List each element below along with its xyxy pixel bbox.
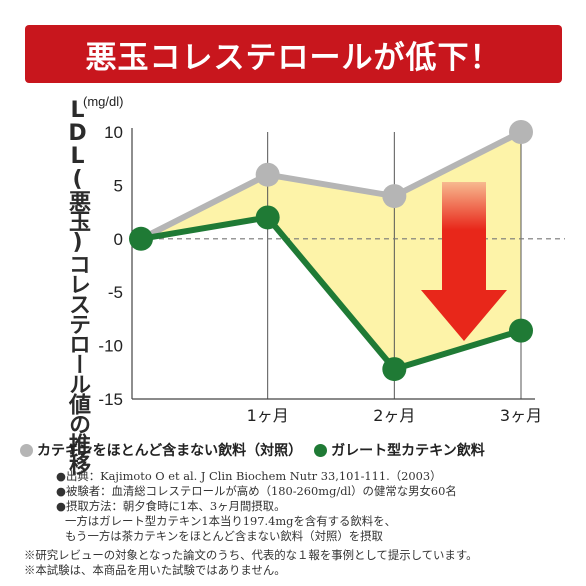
series-line-treatment xyxy=(140,214,522,373)
legend-label-control: カテキンをほとんど含まない飲料（対照） xyxy=(37,443,303,459)
footnote-review: ※研究レビューの対象となった論文のうち、代表的な１報を事例として提示しています。 xyxy=(24,548,478,562)
legend-item-treatment: ガレート型カテキン飲料 xyxy=(314,440,485,460)
y-tick-label: -10 xyxy=(98,337,123,356)
data-point-control xyxy=(382,184,407,209)
x-tick-label: 2ヶ月 xyxy=(373,406,415,425)
data-point-control xyxy=(509,120,533,144)
chart-legend: カテキンをほとんど含まない飲料（対照） ガレート型カテキン飲料 xyxy=(20,440,580,460)
note-method-detail-1: 一方はガレート型カテキン1本当り197.4mgを含有する飲料を、 xyxy=(65,514,396,528)
footnote-disclaimer: ※本試験は、本商品を用いた試験ではありません。 xyxy=(24,563,286,577)
data-point-treatment xyxy=(129,226,153,251)
y-tick-label: 0 xyxy=(114,230,123,249)
y-axis-title: LDL(悪玉)コレステロール値の推移 xyxy=(65,98,90,473)
y-tick-label: 10 xyxy=(104,123,123,142)
headline-banner: 悪玉コレステロールが低下！ xyxy=(25,25,562,83)
series-line-control xyxy=(139,129,523,242)
legend-item-control: カテキンをほとんど含まない飲料（対照） xyxy=(20,440,302,460)
legend-label-treatment: ガレート型カテキン飲料 xyxy=(331,443,485,459)
footnotes: ※研究レビューの対象となった論文のうち、代表的な１報を事例として提示しています。… xyxy=(24,548,584,578)
x-tick-label: 1ヶ月 xyxy=(247,406,289,425)
y-tick-label: -5 xyxy=(108,283,123,302)
data-point-treatment xyxy=(509,318,533,343)
data-point-treatment xyxy=(255,205,280,230)
note-method-detail-2: もう一方は茶カテキンをほとんど含まない飲料（対照）を摂取 xyxy=(65,529,383,543)
data-point-control xyxy=(255,162,280,187)
legend-dot-control xyxy=(20,443,33,457)
note-method: ●摂取方法：朝夕食時に1本、3ヶ月間摂取。 xyxy=(56,499,286,513)
legend-dot-treatment xyxy=(314,443,328,457)
note-subjects: ●被験者：血清総コレステロールが高め（180-260mg/dl）の健常な男女60… xyxy=(56,484,457,498)
y-unit-label: (mg/dl) xyxy=(83,94,123,109)
headline-text: 悪玉コレステロールが低下！ xyxy=(85,39,502,76)
note-source: ●出典：Kajimoto O et al. J Clin Biochem Nut… xyxy=(56,469,442,483)
study-notes: ●出典：Kajimoto O et al. J Clin Biochem Nut… xyxy=(56,469,581,544)
decrease-arrow xyxy=(421,182,507,341)
y-tick-label: -15 xyxy=(98,390,123,409)
x-tick-label: 3ヶ月 xyxy=(500,406,542,425)
y-tick-label: 5 xyxy=(114,176,123,195)
ldl-line-chart: 10 5 0 -5 -10 -15 (mg/dl) 1ヶ月 2ヶ月 3ヶ月 xyxy=(83,94,565,425)
data-point-treatment xyxy=(382,357,407,382)
